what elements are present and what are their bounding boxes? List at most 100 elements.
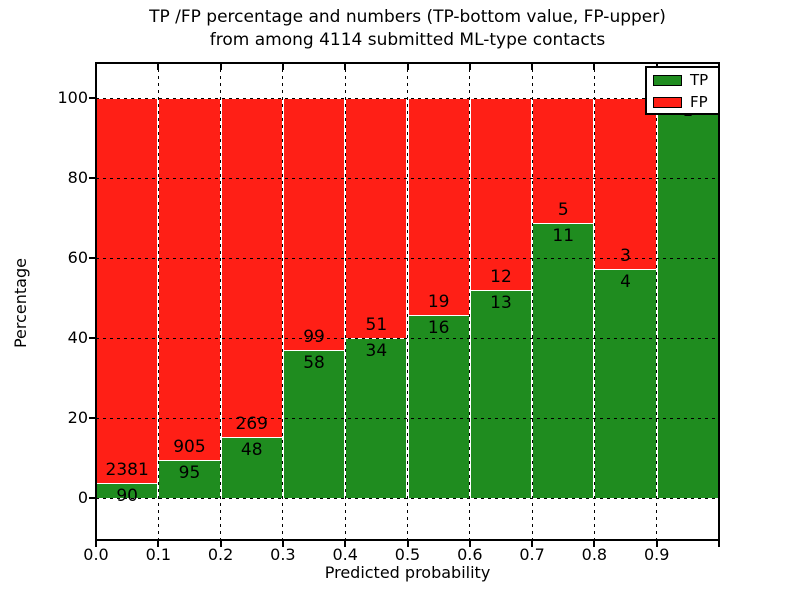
legend-row-tp: TP <box>653 70 718 90</box>
vertical-gridline <box>407 62 408 540</box>
x-tick-mark <box>468 540 471 547</box>
y-tick-mark <box>89 257 96 259</box>
top-tick-mark <box>344 62 347 70</box>
fp-count-label: 19 <box>427 292 450 313</box>
tp-bar-segment <box>407 315 470 498</box>
legend-row-fp: FP <box>653 92 718 112</box>
x-tick-mark <box>95 540 97 547</box>
x-tick-mark <box>157 540 160 547</box>
fp-count-label: 269 <box>235 414 268 435</box>
vertical-gridline <box>593 62 595 540</box>
x-tick-mark <box>655 540 658 547</box>
tp-count-label: 48 <box>240 440 263 461</box>
x-tick-label: 0.0 <box>83 545 109 564</box>
tp-count-label: 11 <box>552 226 575 246</box>
fp-bar-segment <box>96 98 159 484</box>
tp-count-label: 34 <box>365 341 388 361</box>
tp-count-label: 90 <box>116 486 138 507</box>
y-tick-mark <box>89 177 96 179</box>
tp-count-label: 58 <box>303 353 325 374</box>
right-axis-spine <box>718 62 720 540</box>
x-tick-mark <box>406 540 409 547</box>
tp-bar-segment <box>532 223 595 498</box>
fp-legend-label: FP <box>690 92 708 111</box>
top-tick-mark <box>281 62 284 70</box>
fp-count-label: 3 <box>620 246 631 267</box>
vertical-gridline <box>344 62 346 540</box>
x-tick-mark <box>531 540 534 547</box>
x-tick-mark <box>593 540 596 547</box>
x-tick-label: 0.6 <box>457 545 483 564</box>
y-tick-label: 100 <box>57 88 88 107</box>
tp-bar-segment <box>220 437 283 498</box>
fp-legend-swatch <box>653 96 682 108</box>
fp-bar-segment <box>469 98 533 290</box>
vertical-gridline <box>656 62 658 540</box>
y-tick-label: 60 <box>67 248 88 267</box>
x-tick-label: 0.2 <box>207 545 234 564</box>
y-tick-label: 0 <box>77 488 88 507</box>
top-tick-mark <box>593 62 596 70</box>
fp-count-label: 5 <box>557 200 569 220</box>
tp-bar-segment <box>656 98 719 498</box>
y-tick-mark <box>89 97 96 99</box>
x-tick-mark <box>344 540 347 547</box>
x-axis-label: Predicted probability <box>324 563 491 582</box>
top-tick-mark <box>531 62 534 70</box>
fp-count-label: 905 <box>173 437 206 457</box>
fp-bar-segment <box>594 98 657 270</box>
x-tick-label: 0.3 <box>270 545 296 564</box>
fp-count-label: 99 <box>303 327 325 348</box>
y-tick-label: 20 <box>67 408 88 427</box>
left-axis-spine <box>95 62 97 540</box>
top-tick-mark <box>157 62 160 70</box>
top-tick-mark <box>219 62 222 70</box>
fp-bar-segment <box>220 98 283 438</box>
tp-count-label: 4 <box>620 272 631 293</box>
top-tick-mark <box>468 62 471 70</box>
x-tick-label: 0.9 <box>643 545 670 564</box>
fp-count-label: 2381 <box>105 460 149 481</box>
fp-bar-segment <box>532 98 595 223</box>
y-axis-label: Percentage <box>11 258 30 349</box>
plot-area: TP FP 2381 90 905 95 269 48 99 58 51 34 19 16 12 13 5 1… <box>57 62 720 564</box>
y-tick-mark <box>89 337 96 339</box>
fp-bar-segment <box>282 98 346 351</box>
vertical-gridline <box>157 62 159 540</box>
x-tick-label: 0.5 <box>394 545 421 564</box>
tp-count-label: 16 <box>427 318 450 339</box>
x-tick-mark <box>281 540 284 547</box>
fp-bar-segment <box>407 98 470 316</box>
chart-title-line1: TP /FP percentage and numbers (TP-bottom… <box>149 7 666 27</box>
chart-title-line2: from among 4114 submitted ML-type contac… <box>209 30 606 50</box>
tp-legend-label: TP <box>690 70 709 89</box>
fp-bar-segment <box>345 98 408 338</box>
tp-bar-segment <box>594 269 657 498</box>
fp-count-label: 12 <box>490 267 512 287</box>
y-tick-mark <box>89 417 96 419</box>
vertical-gridline <box>220 62 222 540</box>
fp-count-label: 51 <box>365 315 388 335</box>
y-tick-mark <box>89 497 96 499</box>
fp-bar-segment <box>158 98 221 460</box>
top-tick-mark <box>406 62 409 70</box>
vertical-gridline <box>469 62 471 540</box>
tp-legend-swatch <box>653 74 682 86</box>
vertical-gridline <box>282 62 284 540</box>
tp-bar-segment <box>469 290 533 498</box>
x-tick-mark <box>219 540 222 547</box>
vertical-gridline <box>531 62 533 540</box>
y-tick-label: 40 <box>67 328 88 347</box>
tp-count-label: 95 <box>178 463 201 483</box>
x-tick-label: 0.8 <box>581 545 608 564</box>
x-tick-label: 0.7 <box>519 545 545 564</box>
y-tick-label: 80 <box>67 168 88 187</box>
x-tick-label: 0.1 <box>145 545 172 564</box>
x-tick-mark <box>718 540 720 547</box>
tp-count-label: 13 <box>490 293 512 313</box>
chart-title: TP /FP percentage and numbers (TP-bottom… <box>96 6 719 52</box>
tp-bar-segment <box>158 460 221 498</box>
tp-bar-segment <box>282 350 346 498</box>
x-tick-label: 0.4 <box>332 545 358 564</box>
